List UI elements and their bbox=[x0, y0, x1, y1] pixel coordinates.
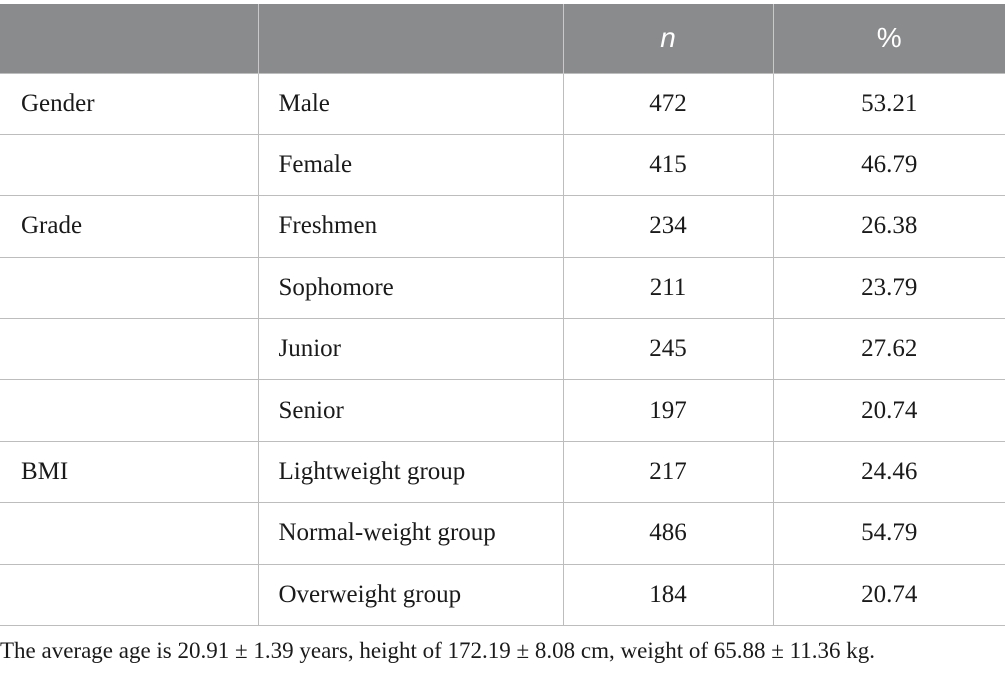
percent-cell: 53.21 bbox=[772, 72, 1005, 135]
percent-cell: 20.74 bbox=[772, 379, 1005, 442]
table-row: Junior 245 27.62 bbox=[0, 318, 1005, 380]
group-cell bbox=[0, 502, 258, 565]
category-cell: Junior bbox=[257, 318, 563, 380]
group-cell bbox=[0, 133, 258, 196]
percent-cell: 27.62 bbox=[772, 318, 1005, 380]
count-cell: 234 bbox=[562, 195, 773, 258]
count-cell: 472 bbox=[562, 72, 773, 135]
percent-cell: 26.38 bbox=[772, 195, 1005, 258]
count-cell: 486 bbox=[562, 502, 773, 565]
category-cell: Senior bbox=[257, 379, 563, 442]
count-cell: 217 bbox=[562, 440, 773, 503]
count-cell: 245 bbox=[562, 318, 773, 380]
table-row: Senior 197 20.74 bbox=[0, 379, 1005, 442]
table-row: Sophomore 211 23.79 bbox=[0, 256, 1005, 319]
category-cell: Lightweight group bbox=[257, 440, 563, 503]
header-group bbox=[0, 4, 258, 73]
percent-cell: 46.79 bbox=[772, 133, 1005, 196]
percent-cell: 24.46 bbox=[772, 440, 1005, 503]
header-percent: % bbox=[772, 4, 1005, 73]
table-row: Overweight group 184 20.74 bbox=[0, 563, 1005, 627]
table-row: Grade Freshmen 234 26.38 bbox=[0, 195, 1005, 258]
table-footnote: The average age is 20.91 ± 1.39 years, h… bbox=[0, 638, 876, 663]
group-cell bbox=[0, 318, 258, 380]
group-cell: Gender bbox=[0, 72, 258, 135]
percent-cell: 54.79 bbox=[772, 502, 1005, 565]
table-row: Normal-weight group 486 54.79 bbox=[0, 502, 1005, 565]
table-body: Gender Male 472 53.21 Female 415 46.79 G… bbox=[0, 72, 1005, 627]
group-cell bbox=[0, 256, 258, 319]
category-cell: Normal-weight group bbox=[257, 502, 563, 565]
table-row: BMI Lightweight group 217 24.46 bbox=[0, 440, 1005, 503]
table-row: Female 415 46.79 bbox=[0, 133, 1005, 196]
demographics-table: n % Gender Male 472 53.21 Female 415 46.… bbox=[0, 4, 1005, 627]
header-n: n bbox=[562, 4, 773, 73]
count-cell: 184 bbox=[562, 563, 773, 627]
count-cell: 211 bbox=[562, 256, 773, 319]
header-row: n % bbox=[0, 4, 1005, 73]
category-cell: Freshmen bbox=[257, 195, 563, 258]
group-cell: BMI bbox=[0, 440, 258, 503]
category-cell: Male bbox=[257, 72, 563, 135]
category-cell: Female bbox=[257, 133, 563, 196]
table-row: Gender Male 472 53.21 bbox=[0, 72, 1005, 135]
group-cell bbox=[0, 379, 258, 442]
table-header: n % bbox=[0, 4, 1005, 73]
percent-cell: 23.79 bbox=[772, 256, 1005, 319]
category-cell: Overweight group bbox=[257, 563, 563, 627]
percent-cell: 20.74 bbox=[772, 563, 1005, 627]
category-cell: Sophomore bbox=[257, 256, 563, 319]
group-cell: Grade bbox=[0, 195, 258, 258]
count-cell: 197 bbox=[562, 379, 773, 442]
demographics-table-container: n % Gender Male 472 53.21 Female 415 46.… bbox=[0, 4, 1005, 627]
group-cell bbox=[0, 563, 258, 627]
count-cell: 415 bbox=[562, 133, 773, 196]
header-category bbox=[257, 4, 563, 73]
